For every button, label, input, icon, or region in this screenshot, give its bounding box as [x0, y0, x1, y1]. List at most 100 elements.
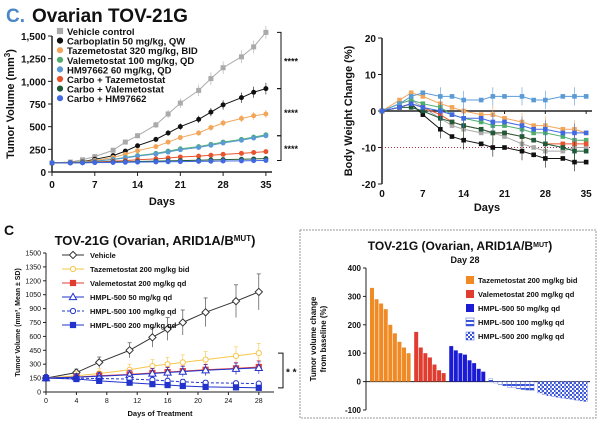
significance-label: **** [284, 144, 299, 154]
data-point [583, 137, 589, 143]
data-point [255, 349, 262, 357]
y-tick-label: 100 [348, 349, 362, 358]
data-point [478, 112, 484, 117]
bar [467, 360, 472, 382]
data-point [543, 141, 548, 147]
y-tick-label: 1,250 [21, 55, 46, 66]
data-point [263, 29, 269, 35]
data-point [461, 97, 466, 103]
series-line [381, 92, 587, 112]
data-point [202, 356, 209, 363]
x-tick-label: 8 [105, 398, 109, 405]
data-point [531, 126, 536, 132]
x-tick-label: 0 [49, 180, 55, 191]
data-point [478, 119, 484, 125]
series-line [45, 377, 259, 389]
bar [529, 381, 535, 391]
data-point [478, 141, 484, 147]
data-point [461, 137, 466, 143]
series-line [52, 159, 266, 164]
y-axis-label: Tumor Volume (mm³, Mean ± SD) [15, 268, 22, 377]
y-axis-label-line2: from baseline (%) [319, 305, 328, 372]
bar [418, 347, 423, 382]
bar [423, 353, 428, 382]
data-point [519, 94, 525, 99]
legend-label: Carbo + HM97662 [67, 94, 146, 105]
legend-label: Valemetostat 200 mg/kg qd [478, 290, 575, 299]
data-point [220, 65, 226, 71]
data-point [42, 375, 50, 382]
data-point [177, 124, 183, 130]
data-point [560, 134, 566, 139]
data-point [231, 364, 241, 372]
data-point [490, 145, 496, 150]
bar [537, 381, 542, 394]
data-point [502, 119, 507, 125]
bar [414, 331, 419, 382]
data-point [531, 130, 536, 136]
data-point [408, 105, 414, 110]
data-point [531, 137, 536, 143]
y-tick-label: -100 [345, 406, 362, 415]
data-point [208, 142, 214, 148]
data-point [255, 384, 262, 391]
series-line [381, 99, 587, 141]
data-point [96, 377, 103, 384]
data-point [560, 126, 566, 132]
bar [476, 368, 481, 382]
data-point [135, 133, 141, 139]
legend-label: HM97662 60 mg/kg, QD [67, 65, 172, 76]
y-tick-label: 200 [348, 321, 362, 330]
data-point [153, 122, 159, 128]
x-tick-label: 7 [92, 180, 98, 191]
data-point [531, 152, 536, 158]
y-tick-label: 450 [29, 348, 41, 355]
data-point [502, 123, 507, 128]
data-point [478, 116, 484, 121]
bar [379, 303, 384, 382]
bottom-right-subtitle: Day 28 [450, 255, 479, 265]
legend-label: HMPL-500 100 mg/kg qd [478, 318, 565, 327]
bar [392, 333, 397, 382]
y-tick-label: 150 [29, 376, 41, 383]
data-point [397, 101, 402, 107]
x-tick-label: 0 [379, 189, 385, 200]
bar [511, 381, 516, 388]
data-point [572, 94, 577, 99]
x-tick-label: 21 [175, 180, 187, 191]
data-point [449, 123, 455, 128]
bar [583, 381, 588, 402]
data-point [397, 97, 402, 103]
significance-bracket [277, 31, 282, 90]
bar [437, 370, 442, 382]
legend-label: Valemetostat 200 mg/kg qd [90, 279, 187, 288]
legend-marker [56, 27, 64, 35]
data-point [202, 383, 209, 391]
data-point [165, 130, 171, 136]
data-point [122, 139, 128, 145]
data-point [438, 108, 443, 114]
data-point [490, 119, 496, 125]
series-line [381, 99, 587, 152]
y-axis-label: Body Weight Change (%) [343, 45, 355, 176]
series-line [45, 352, 259, 379]
bar [574, 381, 579, 401]
data-point [153, 159, 159, 165]
data-point [251, 150, 257, 156]
data-point [263, 111, 269, 117]
data-point [238, 116, 244, 122]
y-tick-label: 600 [29, 334, 41, 341]
data-point [208, 109, 214, 115]
data-point [583, 130, 589, 136]
legend-label: Vehicle control [67, 27, 135, 38]
significance-bracket [277, 135, 282, 161]
data-point [165, 149, 171, 155]
data-point [238, 150, 244, 156]
data-point [126, 379, 133, 386]
legend-marker [56, 95, 64, 102]
data-point [196, 145, 202, 151]
legend-label: Carbo + Valemetostat [67, 85, 165, 96]
data-point [220, 140, 226, 146]
bar [488, 378, 493, 382]
data-point [502, 94, 507, 99]
